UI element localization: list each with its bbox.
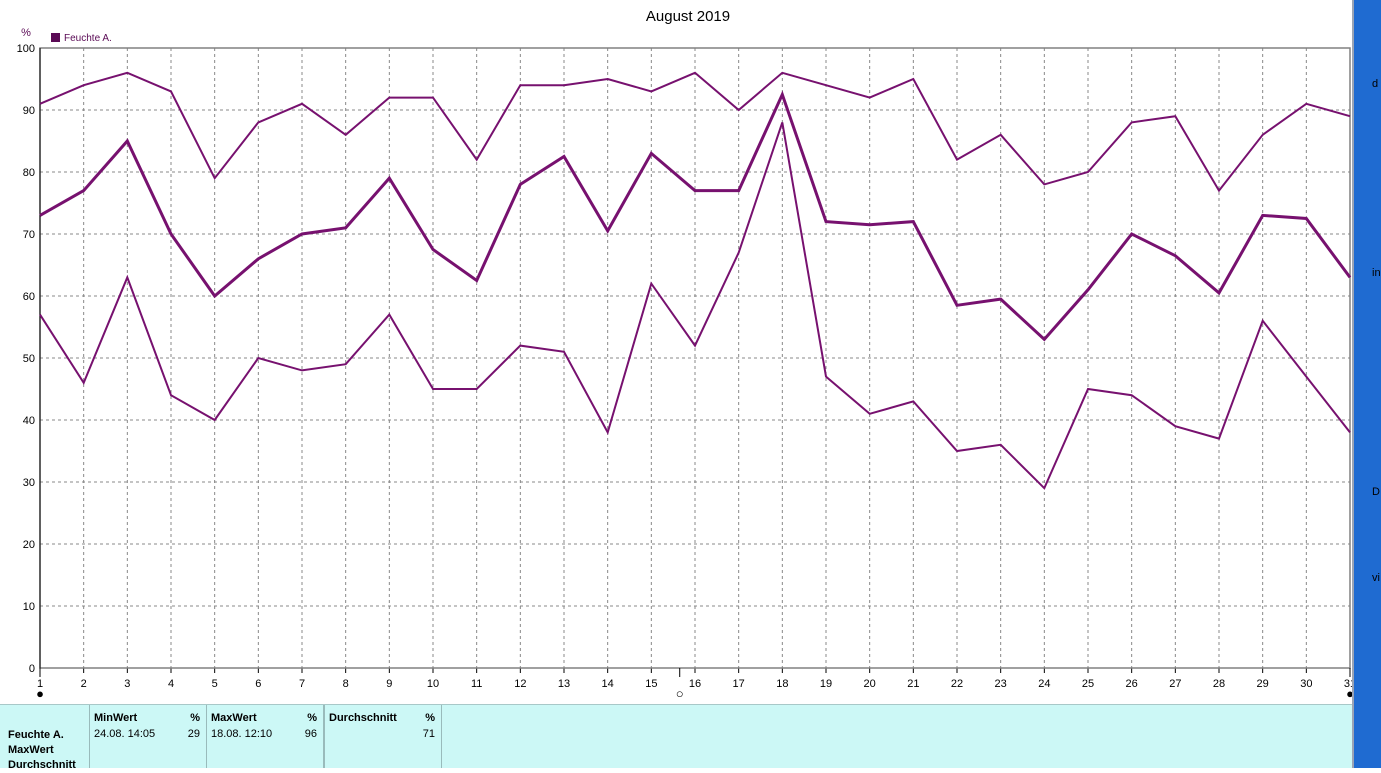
x-tick-label: 24	[1038, 678, 1050, 690]
moon-phase-marker: ○	[676, 686, 684, 701]
y-tick-label: 80	[23, 167, 35, 179]
x-tick-label: 15	[645, 678, 657, 690]
row-label-sensor: Feuchte A.	[8, 729, 64, 741]
x-tick-label: 2	[81, 678, 87, 690]
moon-markers: ● ○ ●	[36, 668, 1352, 701]
y-tick-label: 10	[23, 601, 35, 613]
moon-phase-marker: ●	[36, 686, 44, 701]
x-tick-label: 4	[168, 678, 174, 690]
x-tick-label: 9	[386, 678, 392, 690]
series-line-min	[39, 122, 1351, 490]
stat-min-time: 24.08. 14:05	[94, 728, 156, 740]
y-tick-label: 0	[29, 663, 35, 675]
stat-avg-unit: %	[425, 712, 435, 724]
stat-min-value: 29	[187, 728, 200, 740]
right-window-strip: d in D vi	[1352, 0, 1381, 768]
chart-title: August 2019	[646, 8, 730, 25]
stat-column-min: MinWert % 24.08. 14:05 29	[89, 705, 207, 768]
stat-column-max: MaxWert % 18.08. 12:10 96	[206, 705, 324, 768]
series-line-avg	[39, 90, 1352, 342]
x-tick-label: 29	[1257, 678, 1269, 690]
x-tick-label: 7	[299, 678, 305, 690]
x-tick-label: 19	[820, 678, 832, 690]
x-tick-label: 30	[1300, 678, 1312, 690]
humidity-chart: August 2019 % Feuchte A. 0 10 20 30 40 50 60 70…	[17, 8, 1352, 701]
x-tick-label: 13	[558, 678, 570, 690]
stat-avg-header: Durchschnitt	[329, 712, 397, 724]
x-tick-label: 5	[212, 678, 218, 690]
stat-max-unit: %	[307, 712, 317, 724]
strip-letter-2: in	[1372, 267, 1381, 279]
stat-avg-value: 71	[422, 728, 435, 740]
x-tick-label: 17	[733, 678, 745, 690]
y-axis-unit: %	[21, 27, 31, 39]
grid	[40, 48, 1350, 668]
x-tick-label: 26	[1126, 678, 1138, 690]
x-tick-label: 27	[1169, 678, 1181, 690]
stat-max-value: 96	[304, 728, 317, 740]
series-lines	[39, 71, 1352, 490]
x-tick-label: 22	[951, 678, 963, 690]
stat-max-time: 18.08. 12:10	[211, 728, 273, 740]
strip-letter-4: vi	[1372, 572, 1380, 584]
x-tick-label: 11	[471, 678, 482, 690]
stat-min-unit: %	[190, 712, 200, 724]
x-tick-label: 31	[1344, 678, 1352, 690]
stat-max-header: MaxWert	[211, 712, 257, 724]
row-label-avg: Durchschnitt	[8, 759, 76, 771]
x-tick-label: 8	[343, 678, 349, 690]
y-tick-label: 30	[23, 477, 35, 489]
y-tick-label: 50	[23, 353, 35, 365]
y-tick-label: 60	[23, 291, 35, 303]
x-tick-label: 16	[689, 678, 701, 690]
legend-label: Feuchte A.	[64, 33, 112, 44]
x-tick-label: 1	[37, 678, 43, 690]
series-line-max	[39, 71, 1351, 193]
x-tick-label: 18	[776, 678, 788, 690]
x-tick-label: 10	[427, 678, 439, 690]
y-tick-label: 100	[17, 43, 35, 55]
y-tick-label: 20	[23, 539, 35, 551]
stats-row-labels: Feuchte A. MaxWert Durchschnitt	[8, 728, 76, 773]
stats-panel-border	[0, 704, 1352, 705]
strip-letter-3: D	[1372, 486, 1380, 498]
moon-phase-marker: ●	[1346, 686, 1352, 701]
x-tick-label: 6	[255, 678, 261, 690]
x-tick-label: 21	[907, 678, 919, 690]
x-tick-label: 3	[124, 678, 130, 690]
x-tick-label: 14	[602, 678, 614, 690]
x-tick-label: 25	[1082, 678, 1094, 690]
x-tick-label: 28	[1213, 678, 1225, 690]
x-tick-label: 20	[864, 678, 876, 690]
stat-column-avg: Durchschnitt % 71	[324, 705, 442, 768]
stat-min-header: MinWert	[94, 712, 138, 724]
y-tick-label: 40	[23, 415, 35, 427]
row-label-max: MaxWert	[8, 744, 54, 756]
strip-letter-1: d	[1372, 78, 1379, 90]
stats-panel: Feuchte A. MaxWert Durchschnitt MinWert …	[0, 704, 1352, 771]
legend-swatch	[51, 33, 60, 42]
y-tick-label: 70	[23, 229, 35, 241]
y-tick-label: 90	[23, 105, 35, 117]
x-tick-label: 12	[514, 678, 526, 690]
strip-edge	[1352, 0, 1354, 768]
x-tick-label: 23	[995, 678, 1007, 690]
